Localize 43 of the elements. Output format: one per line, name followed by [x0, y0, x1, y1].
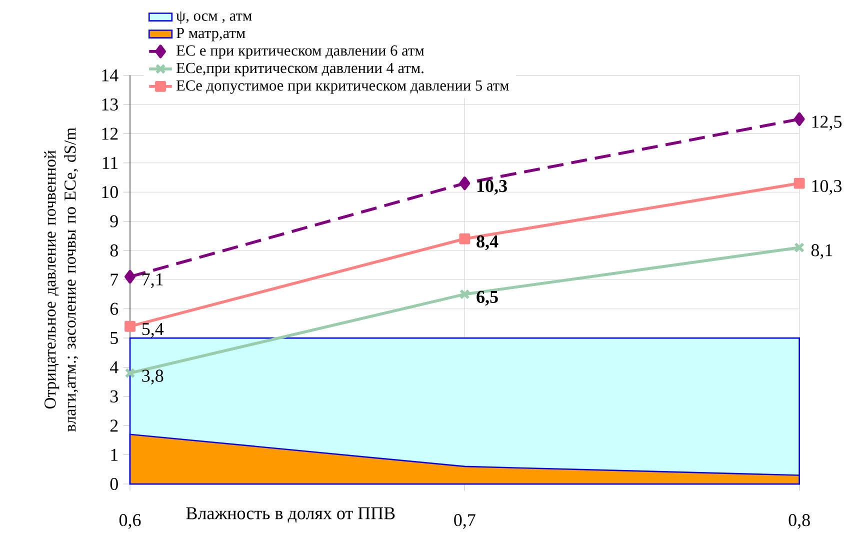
data-label: 6,5 — [476, 290, 498, 306]
x-tick-label: 0,6 — [119, 514, 141, 529]
y-tick-label: 3 — [110, 390, 118, 402]
point — [124, 368, 136, 378]
legend-label: ψ, осм , атм — [176, 11, 252, 24]
legend-label: ЕС е при критическом давлении 6 атм — [176, 45, 424, 59]
point — [794, 178, 805, 189]
y-tick-label: 9 — [110, 215, 118, 228]
x-axis-title: Влажность в долях от ППВ — [186, 507, 395, 523]
legend-label: Р матр,атм — [176, 28, 246, 42]
y-tick-label: 11 — [102, 156, 118, 169]
y-tick-label: 2 — [110, 420, 118, 432]
point — [794, 242, 805, 253]
y-tick-label: 13 — [102, 98, 118, 111]
data-label: 5,4 — [142, 323, 164, 338]
data-label: 12,5 — [812, 116, 842, 130]
y-tick-label: 7 — [110, 274, 118, 286]
legend-label: ECe допустимое при ккритическом давлении 5 атм — [176, 80, 509, 94]
point — [124, 270, 136, 284]
point — [459, 176, 470, 190]
y-tick-label: 10 — [102, 186, 118, 198]
legend-label: ECe,при критическом давлении 4 атм. — [176, 62, 424, 76]
x-tick-label: 0,7 — [454, 514, 476, 529]
y-tick-label: 1 — [111, 448, 118, 461]
y-tick-label: 5 — [110, 332, 118, 344]
point — [124, 320, 136, 332]
x-tick-label: 0,8 — [788, 514, 810, 529]
y-tick-label: 8 — [110, 244, 118, 257]
y-tick-label: 14 — [102, 69, 118, 82]
data-label: 8,4 — [476, 235, 498, 250]
point — [794, 112, 805, 126]
data-label: 7,1 — [142, 273, 163, 288]
y-tick-label: 4 — [110, 361, 118, 374]
data-label: 10,3 — [477, 180, 507, 195]
y-tick-label: 12 — [102, 128, 118, 140]
point — [459, 233, 470, 244]
point — [459, 289, 470, 300]
data-label: 3,8 — [142, 370, 164, 384]
data-label: 10,3 — [812, 180, 842, 195]
y-axis-title: Отрицательное давление почвенной влаги,атм.; засоление почвы по ECe, dS/m — [44, 128, 78, 432]
data-label: 8,1 — [811, 244, 832, 259]
y-tick-label: 6 — [110, 302, 118, 315]
y-tick-label: 0 — [110, 478, 118, 490]
